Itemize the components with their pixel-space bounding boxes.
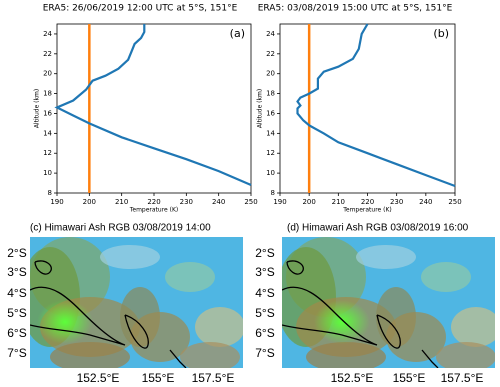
cloud-region xyxy=(306,342,386,368)
y-tick-label: 22 xyxy=(266,50,275,58)
latitude-label: 3°S xyxy=(7,265,26,279)
latitude-label: 4°S xyxy=(255,286,274,300)
latitude-label: 6°S xyxy=(7,326,26,340)
x-axis-label: Temperature (K) xyxy=(342,207,392,214)
cloud-region xyxy=(165,262,215,292)
y-axis-label: Altitude (km) xyxy=(257,89,264,128)
y-axis-label: Altitude (km) xyxy=(34,89,41,128)
latitude-label: 2°S xyxy=(7,246,26,260)
cloud-region xyxy=(180,342,240,368)
x-tick-label: 220 xyxy=(147,198,160,206)
latitude-label: 6°S xyxy=(255,326,274,340)
y-tick-label: 12 xyxy=(266,149,275,157)
plot-area xyxy=(279,23,456,194)
latitude-label: 3°S xyxy=(255,265,274,279)
coastline xyxy=(34,260,52,275)
chart-title: ERA5: 26/06/2019 12:00 UTC at 5°S, 151°E xyxy=(43,4,238,14)
cloud-region xyxy=(50,342,130,368)
x-tick-label: 210 xyxy=(332,198,345,206)
latitude-label: 5°S xyxy=(255,306,274,320)
coastline xyxy=(169,349,187,368)
longitude-label: 155°E xyxy=(142,371,175,385)
coastline xyxy=(376,314,401,349)
y-tick-label: 10 xyxy=(266,169,275,177)
y-tick-label: 10 xyxy=(43,169,52,177)
cloud-region xyxy=(436,342,495,368)
satellite-image xyxy=(282,237,495,368)
panel-label: (b) xyxy=(433,27,449,40)
latitude-label: 5°S xyxy=(7,306,26,320)
y-tick-label: 16 xyxy=(266,109,275,117)
image-title: (c) Himawari Ash RGB 03/08/2019 14:00 xyxy=(30,223,211,234)
coastline xyxy=(282,286,378,346)
plot-area xyxy=(56,23,252,194)
y-tick-label: 8 xyxy=(48,189,52,197)
y-tick-label: 24 xyxy=(266,30,275,38)
cloud-region xyxy=(356,245,416,269)
x-tick-label: 200 xyxy=(302,198,315,206)
cloud-region xyxy=(421,262,471,292)
y-tick-label: 20 xyxy=(43,70,52,78)
y-tick-label: 18 xyxy=(43,90,52,98)
y-tick-label: 20 xyxy=(266,70,275,78)
coastline xyxy=(421,349,439,368)
coastline xyxy=(30,286,126,346)
x-tick-label: 190 xyxy=(50,198,63,206)
longitude-label: 152.5°E xyxy=(77,371,120,385)
cloud-region xyxy=(100,245,160,269)
longitude-label: 157.5°E xyxy=(441,371,484,385)
panel-label: (a) xyxy=(230,27,245,40)
x-tick-label: 230 xyxy=(390,198,403,206)
longitude-label: 152.5°E xyxy=(331,371,374,385)
latitude-label: 4°S xyxy=(7,286,26,300)
y-tick-label: 24 xyxy=(43,30,52,38)
coastline xyxy=(286,260,304,275)
satellite-image xyxy=(30,237,243,368)
x-tick-label: 200 xyxy=(83,198,96,206)
cloud-region xyxy=(451,307,495,347)
x-tick-label: 220 xyxy=(361,198,374,206)
latitude-label: 7°S xyxy=(7,346,26,360)
y-tick-label: 8 xyxy=(271,189,275,197)
coastline xyxy=(124,314,149,349)
x-tick-label: 240 xyxy=(419,198,432,206)
cloud-region xyxy=(195,307,243,347)
chart-title: ERA5: 03/08/2019 15:00 UTC at 5°S, 151°E xyxy=(258,4,453,14)
latitude-label: 7°S xyxy=(255,346,274,360)
image-title: (d) Himawari Ash RGB 03/08/2019 16:00 xyxy=(287,223,469,234)
longitude-label: 157.5°E xyxy=(192,371,235,385)
x-tick-label: 250 xyxy=(448,198,461,206)
y-tick-label: 18 xyxy=(266,90,275,98)
y-tick-label: 12 xyxy=(43,149,52,157)
x-tick-label: 250 xyxy=(244,198,257,206)
x-tick-label: 240 xyxy=(212,198,225,206)
y-tick-label: 14 xyxy=(266,129,275,137)
y-tick-label: 22 xyxy=(43,50,52,58)
ash-plume xyxy=(37,300,93,344)
y-tick-label: 16 xyxy=(43,109,52,117)
ash-plume xyxy=(314,300,370,344)
x-tick-label: 210 xyxy=(115,198,128,206)
y-tick-label: 14 xyxy=(43,129,52,137)
x-tick-label: 190 xyxy=(273,198,286,206)
cloud-region xyxy=(386,312,446,362)
latitude-label: 2°S xyxy=(255,246,274,260)
x-tick-label: 230 xyxy=(180,198,193,206)
longitude-label: 155°E xyxy=(393,371,426,385)
profile-line xyxy=(296,23,456,188)
x-axis-label: Temperature (K) xyxy=(129,207,179,214)
cloud-region xyxy=(130,312,190,362)
profile-line xyxy=(54,24,252,187)
